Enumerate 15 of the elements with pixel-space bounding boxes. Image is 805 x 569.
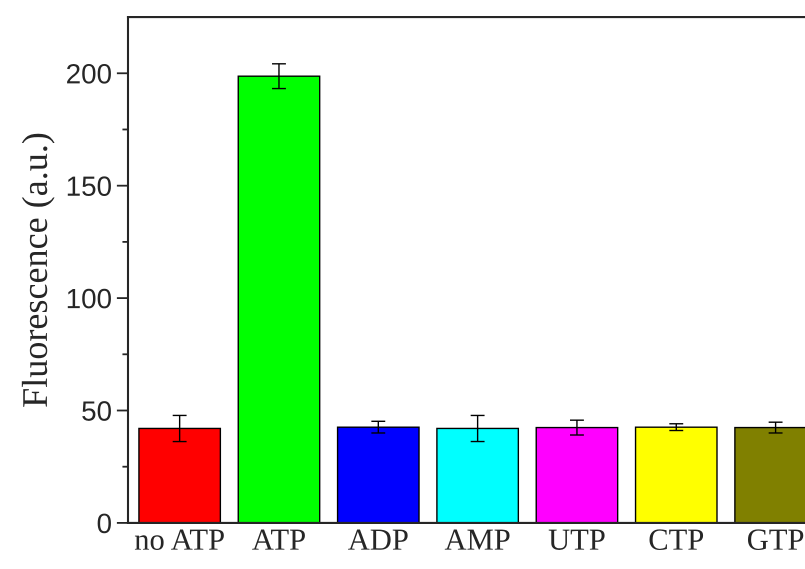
x-tick-label: ATP [252, 530, 305, 550]
bar [336, 426, 420, 523]
x-tick-label: AMP [444, 530, 510, 550]
y-tick-label: 50 [82, 401, 111, 421]
bar [634, 426, 718, 523]
y-tick-label: 150 [68, 176, 111, 196]
y-axis-title: Fluorescence (a.u.) [22, 134, 55, 407]
x-tick-label: UTP [548, 530, 605, 550]
y-tick-label: 200 [67, 64, 111, 84]
x-tick-label: GTP [748, 529, 804, 550]
y-tick-label: 0 [98, 514, 111, 534]
x-tick-label: ADP [348, 530, 408, 550]
y-tick-label: 100 [68, 288, 111, 308]
x-tick-label: CTP [650, 529, 704, 550]
x-tick-label: no ATP [134, 530, 224, 550]
